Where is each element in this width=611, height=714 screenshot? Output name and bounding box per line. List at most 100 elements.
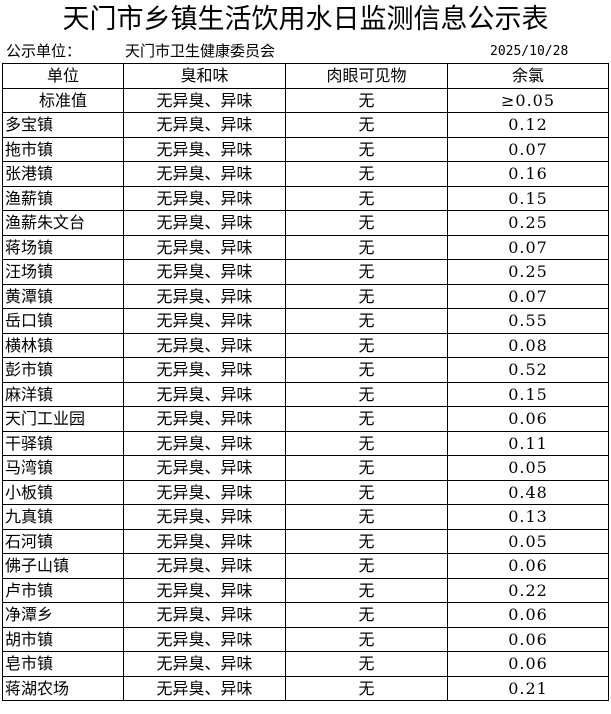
cell-chlorine: 0.06 bbox=[447, 651, 609, 677]
cell-chlorine: 0.05 bbox=[447, 455, 609, 481]
cell-visible: 无 bbox=[285, 430, 448, 456]
cell-visible: 无 bbox=[285, 675, 448, 701]
cell-chlorine: 0.05 bbox=[447, 528, 609, 554]
cell-chlorine: 0.15 bbox=[447, 185, 609, 211]
cell-odor: 无异臭、异味 bbox=[123, 577, 286, 603]
table-row: 佛子山镇 无异臭、异味无 0.06 bbox=[2, 553, 609, 579]
cell-visible: 无 bbox=[285, 626, 448, 652]
monitoring-table: 单位 臭和味 肉眼可见物 余氯 标准值 无异臭、异味 无 ≥0.05 多宝镇 无异… bbox=[2, 63, 609, 701]
cell-visible: 无 bbox=[285, 553, 448, 579]
standard-name: 标准值 bbox=[2, 87, 124, 113]
cell-chlorine: 0.06 bbox=[447, 626, 609, 652]
cell-chlorine: 0.22 bbox=[447, 577, 609, 603]
table-row: 彭市镇 无异臭、异味无 0.52 bbox=[2, 357, 609, 383]
cell-odor: 无异臭、异味 bbox=[123, 161, 286, 187]
table-row: 胡市镇 无异臭、异味无 0.06 bbox=[2, 626, 609, 652]
cell-town: 卢市镇 bbox=[2, 577, 124, 603]
cell-chlorine: 0.25 bbox=[447, 210, 609, 236]
table-row: 石河镇 无异臭、异味无 0.05 bbox=[2, 528, 609, 554]
table-row: 渔薪镇 无异臭、异味无 0.15 bbox=[2, 185, 609, 211]
cell-chlorine: 0.16 bbox=[447, 161, 609, 187]
cell-chlorine: 0.06 bbox=[447, 406, 609, 432]
cell-odor: 无异臭、异味 bbox=[123, 185, 286, 211]
cell-town: 净潭乡 bbox=[2, 602, 124, 628]
cell-odor: 无异臭、异味 bbox=[123, 651, 286, 677]
cell-town: 拖市镇 bbox=[2, 136, 124, 162]
table-row: 麻洋镇 无异臭、异味无 0.15 bbox=[2, 381, 609, 407]
cell-odor: 无异臭、异味 bbox=[123, 553, 286, 579]
cell-visible: 无 bbox=[285, 528, 448, 554]
cell-chlorine: 0.12 bbox=[447, 112, 609, 138]
table-row: 干驿镇 无异臭、异味无 0.11 bbox=[2, 430, 609, 456]
cell-visible: 无 bbox=[285, 308, 448, 334]
cell-odor: 无异臭、异味 bbox=[123, 210, 286, 236]
cell-town: 多宝镇 bbox=[2, 112, 124, 138]
publish-date: 2025/10/28 bbox=[490, 44, 569, 59]
cell-visible: 无 bbox=[285, 210, 448, 236]
cell-visible: 无 bbox=[285, 259, 448, 285]
cell-visible: 无 bbox=[285, 136, 448, 162]
table-row: 小板镇 无异臭、异味无 0.48 bbox=[2, 479, 609, 505]
cell-visible: 无 bbox=[285, 651, 448, 677]
cell-visible: 无 bbox=[285, 406, 448, 432]
cell-odor: 无异臭、异味 bbox=[123, 528, 286, 554]
standard-odor: 无异臭、异味 bbox=[123, 87, 286, 113]
cell-chlorine: 0.11 bbox=[447, 430, 609, 456]
cell-visible: 无 bbox=[285, 479, 448, 505]
cell-town: 马湾镇 bbox=[2, 455, 124, 481]
cell-town: 横林镇 bbox=[2, 332, 124, 358]
table-row: 渔薪朱文台 无异臭、异味无 0.25 bbox=[2, 210, 609, 236]
cell-town: 蒋场镇 bbox=[2, 234, 124, 260]
table-row: 黄潭镇 无异臭、异味无 0.07 bbox=[2, 283, 609, 309]
cell-town: 渔薪镇 bbox=[2, 185, 124, 211]
cell-visible: 无 bbox=[285, 357, 448, 383]
cell-town: 岳口镇 bbox=[2, 308, 124, 334]
cell-town: 彭市镇 bbox=[2, 357, 124, 383]
cell-town: 九真镇 bbox=[2, 504, 124, 530]
table-row: 汪场镇 无异臭、异味无 0.25 bbox=[2, 259, 609, 285]
table-row: 净潭乡 无异臭、异味无 0.06 bbox=[2, 602, 609, 628]
cell-odor: 无异臭、异味 bbox=[123, 602, 286, 628]
cell-odor: 无异臭、异味 bbox=[123, 381, 286, 407]
cell-town: 石河镇 bbox=[2, 528, 124, 554]
cell-chlorine: 0.13 bbox=[447, 504, 609, 530]
header-unit: 单位 bbox=[2, 63, 124, 89]
cell-visible: 无 bbox=[285, 577, 448, 603]
cell-chlorine: 0.21 bbox=[447, 675, 609, 701]
publisher-value: 天门市卫生健康委员会 bbox=[125, 42, 276, 60]
cell-town: 皂市镇 bbox=[2, 651, 124, 677]
cell-odor: 无异臭、异味 bbox=[123, 136, 286, 162]
cell-odor: 无异臭、异味 bbox=[123, 308, 286, 334]
cell-chlorine: 0.06 bbox=[447, 602, 609, 628]
cell-odor: 无异臭、异味 bbox=[123, 504, 286, 530]
cell-town: 胡市镇 bbox=[2, 626, 124, 652]
cell-visible: 无 bbox=[285, 332, 448, 358]
table-row: 卢市镇 无异臭、异味无 0.22 bbox=[2, 577, 609, 603]
cell-odor: 无异臭、异味 bbox=[123, 112, 286, 138]
cell-chlorine: 0.07 bbox=[447, 234, 609, 260]
cell-chlorine: 0.52 bbox=[447, 357, 609, 383]
cell-town: 黄潭镇 bbox=[2, 283, 124, 309]
table-row: 横林镇 无异臭、异味无 0.08 bbox=[2, 332, 609, 358]
cell-chlorine: 0.07 bbox=[447, 136, 609, 162]
header-visible: 肉眼可见物 bbox=[285, 63, 448, 89]
cell-town: 张港镇 bbox=[2, 161, 124, 187]
table-row: 张港镇 无异臭、异味无 0.16 bbox=[2, 161, 609, 187]
cell-visible: 无 bbox=[285, 161, 448, 187]
cell-chlorine: 0.06 bbox=[447, 553, 609, 579]
table-row: 九真镇 无异臭、异味无 0.13 bbox=[2, 504, 609, 530]
table-row: 蒋湖农场 无异臭、异味无 0.21 bbox=[2, 675, 609, 701]
cell-chlorine: 0.48 bbox=[447, 479, 609, 505]
standard-visible: 无 bbox=[285, 87, 448, 113]
cell-visible: 无 bbox=[285, 283, 448, 309]
header-chlorine: 余氯 bbox=[447, 63, 609, 89]
cell-visible: 无 bbox=[285, 234, 448, 260]
table-row: 马湾镇 无异臭、异味无 0.05 bbox=[2, 455, 609, 481]
cell-visible: 无 bbox=[285, 602, 448, 628]
cell-odor: 无异臭、异味 bbox=[123, 234, 286, 260]
cell-odor: 无异臭、异味 bbox=[123, 259, 286, 285]
cell-chlorine: 0.25 bbox=[447, 259, 609, 285]
cell-visible: 无 bbox=[285, 185, 448, 211]
cell-visible: 无 bbox=[285, 112, 448, 138]
table-row: 天门工业园 无异臭、异味无 0.06 bbox=[2, 406, 609, 432]
